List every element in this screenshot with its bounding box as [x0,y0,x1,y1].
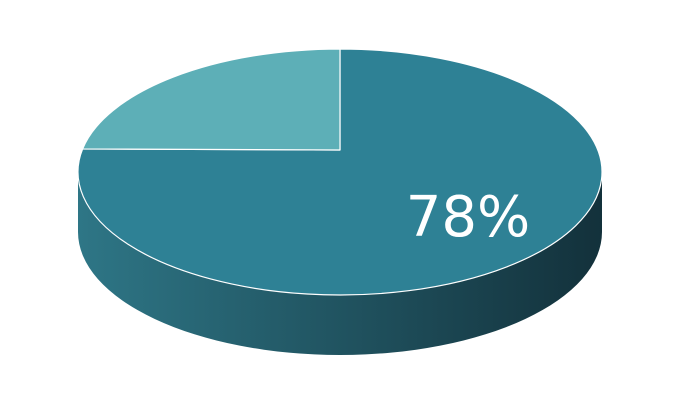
pie-side-wall [78,172,602,355]
pie-slice-78 [77,48,603,296]
pie-slice-22 [82,48,341,151]
slice-label-78: 78% [406,185,530,250]
